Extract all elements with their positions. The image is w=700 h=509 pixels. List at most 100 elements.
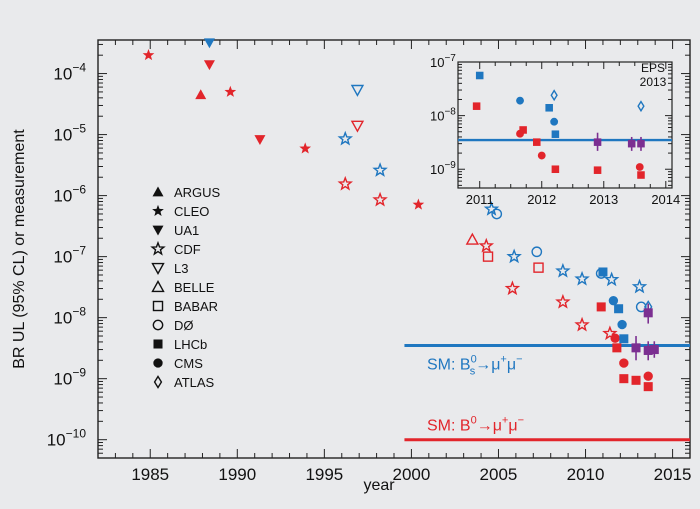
data-point bbox=[531, 246, 543, 258]
data-point bbox=[619, 334, 629, 344]
inset-data-point bbox=[551, 165, 560, 174]
data-point bbox=[350, 84, 365, 97]
data-point bbox=[643, 308, 653, 318]
y-tick-label: 10−10 bbox=[47, 427, 87, 450]
inset-frame bbox=[457, 61, 673, 189]
data-point bbox=[614, 304, 624, 314]
legend-label: CLEO bbox=[174, 204, 209, 219]
inset-data-point bbox=[627, 139, 636, 148]
y-tick-label: 10−8 bbox=[53, 305, 86, 328]
y-tick-label: 10−9 bbox=[53, 366, 86, 389]
legend-label: CDF bbox=[174, 242, 201, 257]
sm-label-arrow: →μ bbox=[477, 418, 502, 435]
data-point bbox=[337, 175, 354, 191]
data-point bbox=[350, 120, 365, 133]
inset-data-point bbox=[516, 129, 524, 138]
data-point bbox=[596, 302, 606, 312]
sm-label-sup: 0 bbox=[471, 415, 477, 427]
y-tick-label: 10−4 bbox=[53, 61, 86, 84]
data-point bbox=[478, 237, 495, 253]
inset-data-point bbox=[537, 151, 546, 160]
inset-data-point bbox=[637, 100, 645, 113]
legend-label: BABAR bbox=[174, 299, 218, 314]
legend-marker bbox=[152, 319, 164, 331]
legend-marker bbox=[153, 339, 163, 349]
legend-label: LHCb bbox=[174, 337, 207, 352]
data-point bbox=[142, 49, 155, 61]
data-point bbox=[506, 248, 522, 264]
data-point bbox=[643, 345, 653, 355]
data-point bbox=[619, 358, 629, 368]
y-tick-base: 10 bbox=[47, 431, 66, 450]
data-point bbox=[555, 262, 571, 278]
data-point bbox=[602, 325, 618, 341]
legend-label: BELLE bbox=[174, 280, 215, 295]
data-point bbox=[299, 142, 312, 154]
x-tick-label: 2005 bbox=[480, 465, 518, 484]
data-point bbox=[574, 270, 590, 286]
data-point bbox=[631, 278, 648, 294]
inset-data-point bbox=[593, 166, 602, 174]
inset-data-point bbox=[550, 117, 559, 126]
data-point bbox=[617, 319, 627, 330]
x-tick-label: 1985 bbox=[131, 465, 169, 484]
legend-marker bbox=[152, 300, 164, 312]
legend-label: DØ bbox=[174, 318, 194, 333]
x-tick-label: 1995 bbox=[305, 465, 343, 484]
inset-y-tick-base: 10 bbox=[430, 162, 444, 177]
inset-data-point bbox=[533, 138, 541, 146]
y-tick-label: 10−6 bbox=[53, 183, 86, 206]
inset-annotation: EPS bbox=[641, 61, 665, 75]
inset-data-point bbox=[635, 163, 644, 171]
data-point bbox=[224, 85, 237, 97]
y-tick-base: 10 bbox=[53, 126, 72, 145]
y-tick-exponent: −4 bbox=[72, 61, 86, 75]
sm-label-mu: μ bbox=[508, 418, 517, 435]
inset-data-point bbox=[545, 104, 553, 112]
data-point bbox=[203, 60, 215, 71]
y-tick-exponent: −8 bbox=[72, 305, 86, 319]
data-point bbox=[412, 198, 425, 210]
sm-label-sup: 0 bbox=[471, 353, 477, 365]
data-point bbox=[465, 232, 480, 245]
data-point bbox=[483, 200, 500, 216]
data-point bbox=[372, 162, 388, 177]
data-point bbox=[612, 343, 622, 353]
data-point bbox=[610, 333, 620, 343]
data-point bbox=[649, 345, 659, 355]
inset-y-tick-label: 10−9 bbox=[430, 160, 456, 177]
inset-data-point bbox=[637, 139, 645, 148]
data-point bbox=[603, 271, 620, 287]
y-tick-base: 10 bbox=[53, 309, 72, 328]
inset-x-tick-label: 2011 bbox=[466, 192, 494, 207]
inset-data-point bbox=[551, 130, 560, 138]
data-point bbox=[608, 295, 619, 306]
sm-label-mu-sup: − bbox=[516, 353, 522, 365]
y-tick-base: 10 bbox=[53, 248, 72, 267]
data-point bbox=[635, 301, 647, 313]
y-tick-label: 10−7 bbox=[53, 244, 86, 267]
inset-y-tick-label: 10−8 bbox=[430, 107, 456, 124]
sm-label-mu-sup: − bbox=[518, 415, 524, 427]
inset-annotation: 2013 bbox=[640, 75, 667, 89]
y-axis-title: BR UL (95% CL) or measurement bbox=[11, 129, 28, 369]
legend-label: L3 bbox=[174, 261, 188, 276]
sm-label-mu-sup: + bbox=[500, 353, 506, 365]
inset-y-tick-exponent: −9 bbox=[444, 160, 456, 171]
inset-data-point bbox=[550, 89, 558, 102]
data-point bbox=[254, 135, 266, 146]
x-axis-title: year bbox=[363, 477, 395, 494]
data-point bbox=[643, 382, 653, 392]
legend-marker bbox=[150, 240, 166, 256]
inset-x-tick-label: 2012 bbox=[527, 192, 556, 207]
legend-label: ARGUS bbox=[174, 185, 221, 200]
legend-label: UA1 bbox=[174, 223, 199, 238]
legend-label: ATLAS bbox=[174, 375, 215, 390]
inset-data-point bbox=[472, 102, 481, 110]
data-point bbox=[482, 251, 494, 262]
legend-marker bbox=[152, 204, 164, 216]
legend-marker bbox=[153, 358, 163, 368]
x-tick-label: 2015 bbox=[654, 465, 692, 484]
